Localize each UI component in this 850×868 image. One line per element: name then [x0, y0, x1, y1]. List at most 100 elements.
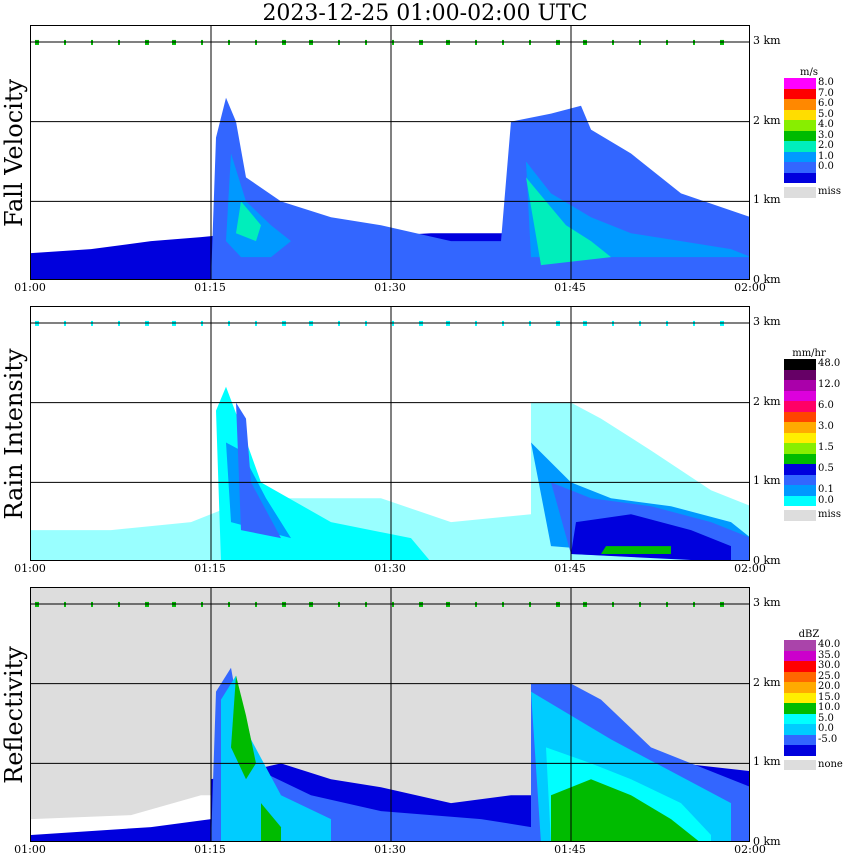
fall-velocity-echo-region-5	[236, 201, 261, 242]
reflectivity-y-tick: 1 km	[753, 755, 781, 769]
reflectivity-legend-label: 0.0	[818, 723, 834, 734]
rain-intensity-legend-swatch	[784, 453, 816, 464]
fall-velocity-y-tick: 0 km	[753, 273, 781, 286]
rain-intensity-legend-label: 12.0	[818, 379, 841, 390]
rain-intensity-legend-swatch	[784, 380, 816, 391]
rain-intensity-legend-swatch	[784, 401, 816, 412]
fall-velocity-legend-swatch	[784, 162, 816, 173]
rain-intensity-legend-unit: mm/hr	[792, 348, 826, 359]
rain-intensity-legend-swatch	[784, 464, 816, 475]
fall-velocity-legend-swatch	[784, 151, 816, 162]
rain-intensity-x-tick: 02:00	[734, 562, 766, 575]
fall-velocity-x-tick: 01:30	[374, 281, 406, 294]
reflectivity-legend-swatch	[784, 713, 816, 724]
rain-intensity-svg	[31, 307, 749, 560]
fall-velocity-panel-title: Fall Velocity	[0, 78, 28, 227]
reflectivity-x-tick: 01:15	[194, 843, 226, 856]
rain-intensity-x-tick: 01:30	[374, 562, 406, 575]
fall-velocity-legend-swatch	[784, 88, 816, 99]
chart-title: 2023-12-25 01:00-02:00 UTC	[262, 1, 588, 26]
rain-intensity-legend-label: miss	[818, 509, 841, 520]
fall-velocity-legend-label: 4.0	[818, 119, 834, 130]
reflectivity-plot	[30, 587, 750, 842]
reflectivity-echo-region-6	[231, 675, 256, 780]
fall-velocity-legend-label: 2.0	[818, 140, 834, 151]
reflectivity-echo-region-8	[261, 803, 281, 841]
fall-velocity-echo-region-3	[526, 161, 749, 258]
rain-intensity-legend-swatch	[784, 369, 816, 380]
fall-velocity-y-tick: 1 km	[753, 193, 781, 207]
fall-velocity-legend-label: 5.0	[818, 108, 834, 120]
reflectivity-legend-label: 40.0	[818, 639, 841, 650]
fall-velocity-legend-swatch	[784, 120, 816, 131]
fall-velocity-echo-region-4	[526, 177, 611, 266]
rain-intensity-legend-swatch	[784, 359, 816, 370]
reflectivity-legend-swatch	[784, 724, 816, 735]
rain-intensity-legend-swatch	[784, 485, 816, 496]
reflectivity-legend-label: none	[818, 758, 843, 770]
fall-velocity-svg	[31, 26, 749, 279]
rain-intensity-plot	[30, 306, 750, 561]
reflectivity-y-tick: 3 km	[753, 595, 781, 609]
reflectivity-x-tick: 01:30	[374, 843, 406, 856]
rain-intensity-y-tick: 3 km	[753, 314, 781, 328]
rain-intensity-x-tick: 01:15	[194, 562, 226, 575]
fall-velocity-legend-swatch	[784, 130, 816, 141]
reflectivity-svg	[31, 588, 749, 841]
reflectivity-legend-label: 5.0	[818, 712, 834, 724]
reflectivity-legend-swatch	[784, 661, 816, 672]
fall-velocity-legend-label: 6.0	[818, 98, 834, 109]
rain-intensity-legend-swatch	[784, 390, 816, 401]
reflectivity-legend-label: 30.0	[818, 660, 841, 671]
rain-intensity-legend-label: 0.0	[818, 494, 834, 506]
reflectivity-y-tick: 0 km	[753, 835, 781, 848]
rain-intensity-y-tick: 0 km	[753, 554, 781, 567]
reflectivity-legend-label: 15.0	[818, 691, 841, 703]
fall-velocity-legend-unit: m/s	[800, 67, 818, 78]
reflectivity-legend-swatch	[784, 745, 816, 756]
fall-velocity-y-tick: 2 km	[753, 113, 781, 127]
rain-intensity-echo-region-4	[236, 402, 281, 539]
rain-intensity-legend-swatch	[784, 443, 816, 454]
reflectivity-echo-region-7	[551, 779, 699, 841]
rain-intensity-legend-swatch	[784, 432, 816, 443]
rain-intensity-legend-swatch	[784, 495, 816, 506]
rain-intensity-legend-label: 1.5	[818, 442, 834, 453]
fall-velocity-y-tick: 3 km	[753, 33, 781, 47]
rain-intensity-legend-label: 3.0	[818, 421, 834, 432]
fall-velocity-x-tick: 01:00	[14, 281, 46, 294]
reflectivity-legend-swatch	[784, 671, 816, 682]
rain-intensity-legend-label: 48.0	[818, 358, 841, 369]
reflectivity-echo-region-3	[221, 675, 331, 841]
rain-intensity-legend-swatch	[784, 474, 816, 485]
rain-intensity-y-tick: 1 km	[753, 474, 781, 488]
reflectivity-legend-label: 10.0	[818, 702, 841, 713]
fall-velocity-x-tick: 01:45	[554, 281, 586, 294]
reflectivity-x-tick: 01:00	[14, 843, 46, 856]
rain-intensity-panel-title: Rain Intensity	[0, 347, 28, 520]
reflectivity-y-tick: 2 km	[753, 675, 781, 689]
fall-velocity-legend-swatch	[784, 99, 816, 110]
reflectivity-x-tick: 01:45	[554, 843, 586, 856]
rain-intensity-legend-label: 6.0	[818, 400, 834, 411]
reflectivity-panel-title: Reflectivity	[0, 645, 28, 784]
reflectivity-legend-swatch	[784, 682, 816, 693]
fall-velocity-legend-label: 3.0	[818, 129, 834, 141]
reflectivity-legend-label: 35.0	[818, 649, 841, 661]
reflectivity-legend-label: 25.0	[818, 670, 841, 682]
fall-velocity-legend-label: 1.0	[818, 150, 834, 162]
rain-intensity-legend-label: 0.1	[818, 484, 834, 495]
rain-intensity-legend-swatch	[784, 422, 816, 433]
rain-intensity-echo-region-7	[601, 546, 671, 555]
reflectivity-legend-label: 20.0	[818, 681, 841, 692]
rain-intensity-x-tick: 01:45	[554, 562, 586, 575]
fall-velocity-legend-swatch	[784, 172, 816, 183]
fall-velocity-legend-label: 8.0	[818, 77, 834, 88]
fall-velocity-x-tick: 01:15	[194, 281, 226, 294]
fall-velocity-legend-label: 7.0	[818, 87, 834, 99]
fall-velocity-legend-swatch	[784, 78, 816, 89]
fall-velocity-legend-label: miss	[818, 186, 841, 197]
rain-intensity-legend-swatch	[784, 510, 816, 521]
reflectivity-legend-swatch	[784, 759, 816, 770]
reflectivity-legend-swatch	[784, 734, 816, 745]
